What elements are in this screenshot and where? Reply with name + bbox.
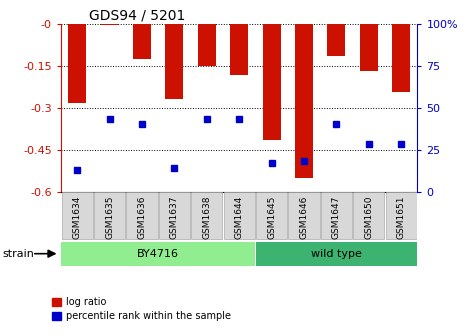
FancyBboxPatch shape <box>256 242 417 266</box>
Text: GSM1636: GSM1636 <box>137 196 146 239</box>
FancyBboxPatch shape <box>353 193 385 239</box>
Bar <box>133 24 151 58</box>
Text: GSM1650: GSM1650 <box>364 196 373 239</box>
Text: GSM1635: GSM1635 <box>105 196 114 239</box>
Text: GSM1651: GSM1651 <box>397 196 406 239</box>
FancyBboxPatch shape <box>94 193 125 239</box>
Text: GSM1647: GSM1647 <box>332 196 341 239</box>
Bar <box>166 24 183 99</box>
Bar <box>263 24 280 140</box>
Text: GSM1634: GSM1634 <box>73 196 82 239</box>
Legend: log ratio, percentile rank within the sample: log ratio, percentile rank within the sa… <box>52 297 231 321</box>
FancyBboxPatch shape <box>127 193 158 239</box>
FancyBboxPatch shape <box>256 193 287 239</box>
Bar <box>360 24 378 71</box>
Text: wild type: wild type <box>311 249 362 259</box>
Bar <box>101 24 119 25</box>
Text: GSM1646: GSM1646 <box>300 196 309 239</box>
Bar <box>295 24 313 177</box>
FancyBboxPatch shape <box>61 193 93 239</box>
Bar <box>392 24 410 92</box>
Bar <box>68 24 86 103</box>
Bar <box>198 24 216 66</box>
Text: BY4716: BY4716 <box>137 249 179 259</box>
FancyBboxPatch shape <box>321 193 352 239</box>
FancyBboxPatch shape <box>288 193 319 239</box>
Bar <box>230 24 248 75</box>
Text: GSM1645: GSM1645 <box>267 196 276 239</box>
Text: GSM1637: GSM1637 <box>170 196 179 239</box>
FancyBboxPatch shape <box>159 193 190 239</box>
FancyBboxPatch shape <box>61 242 255 266</box>
Text: GSM1644: GSM1644 <box>234 196 244 239</box>
Text: GDS94 / 5201: GDS94 / 5201 <box>89 8 185 23</box>
FancyBboxPatch shape <box>386 193 417 239</box>
FancyBboxPatch shape <box>191 193 222 239</box>
Bar <box>327 24 345 56</box>
Text: strain: strain <box>2 249 34 259</box>
Text: GSM1638: GSM1638 <box>202 196 212 239</box>
FancyBboxPatch shape <box>224 193 255 239</box>
